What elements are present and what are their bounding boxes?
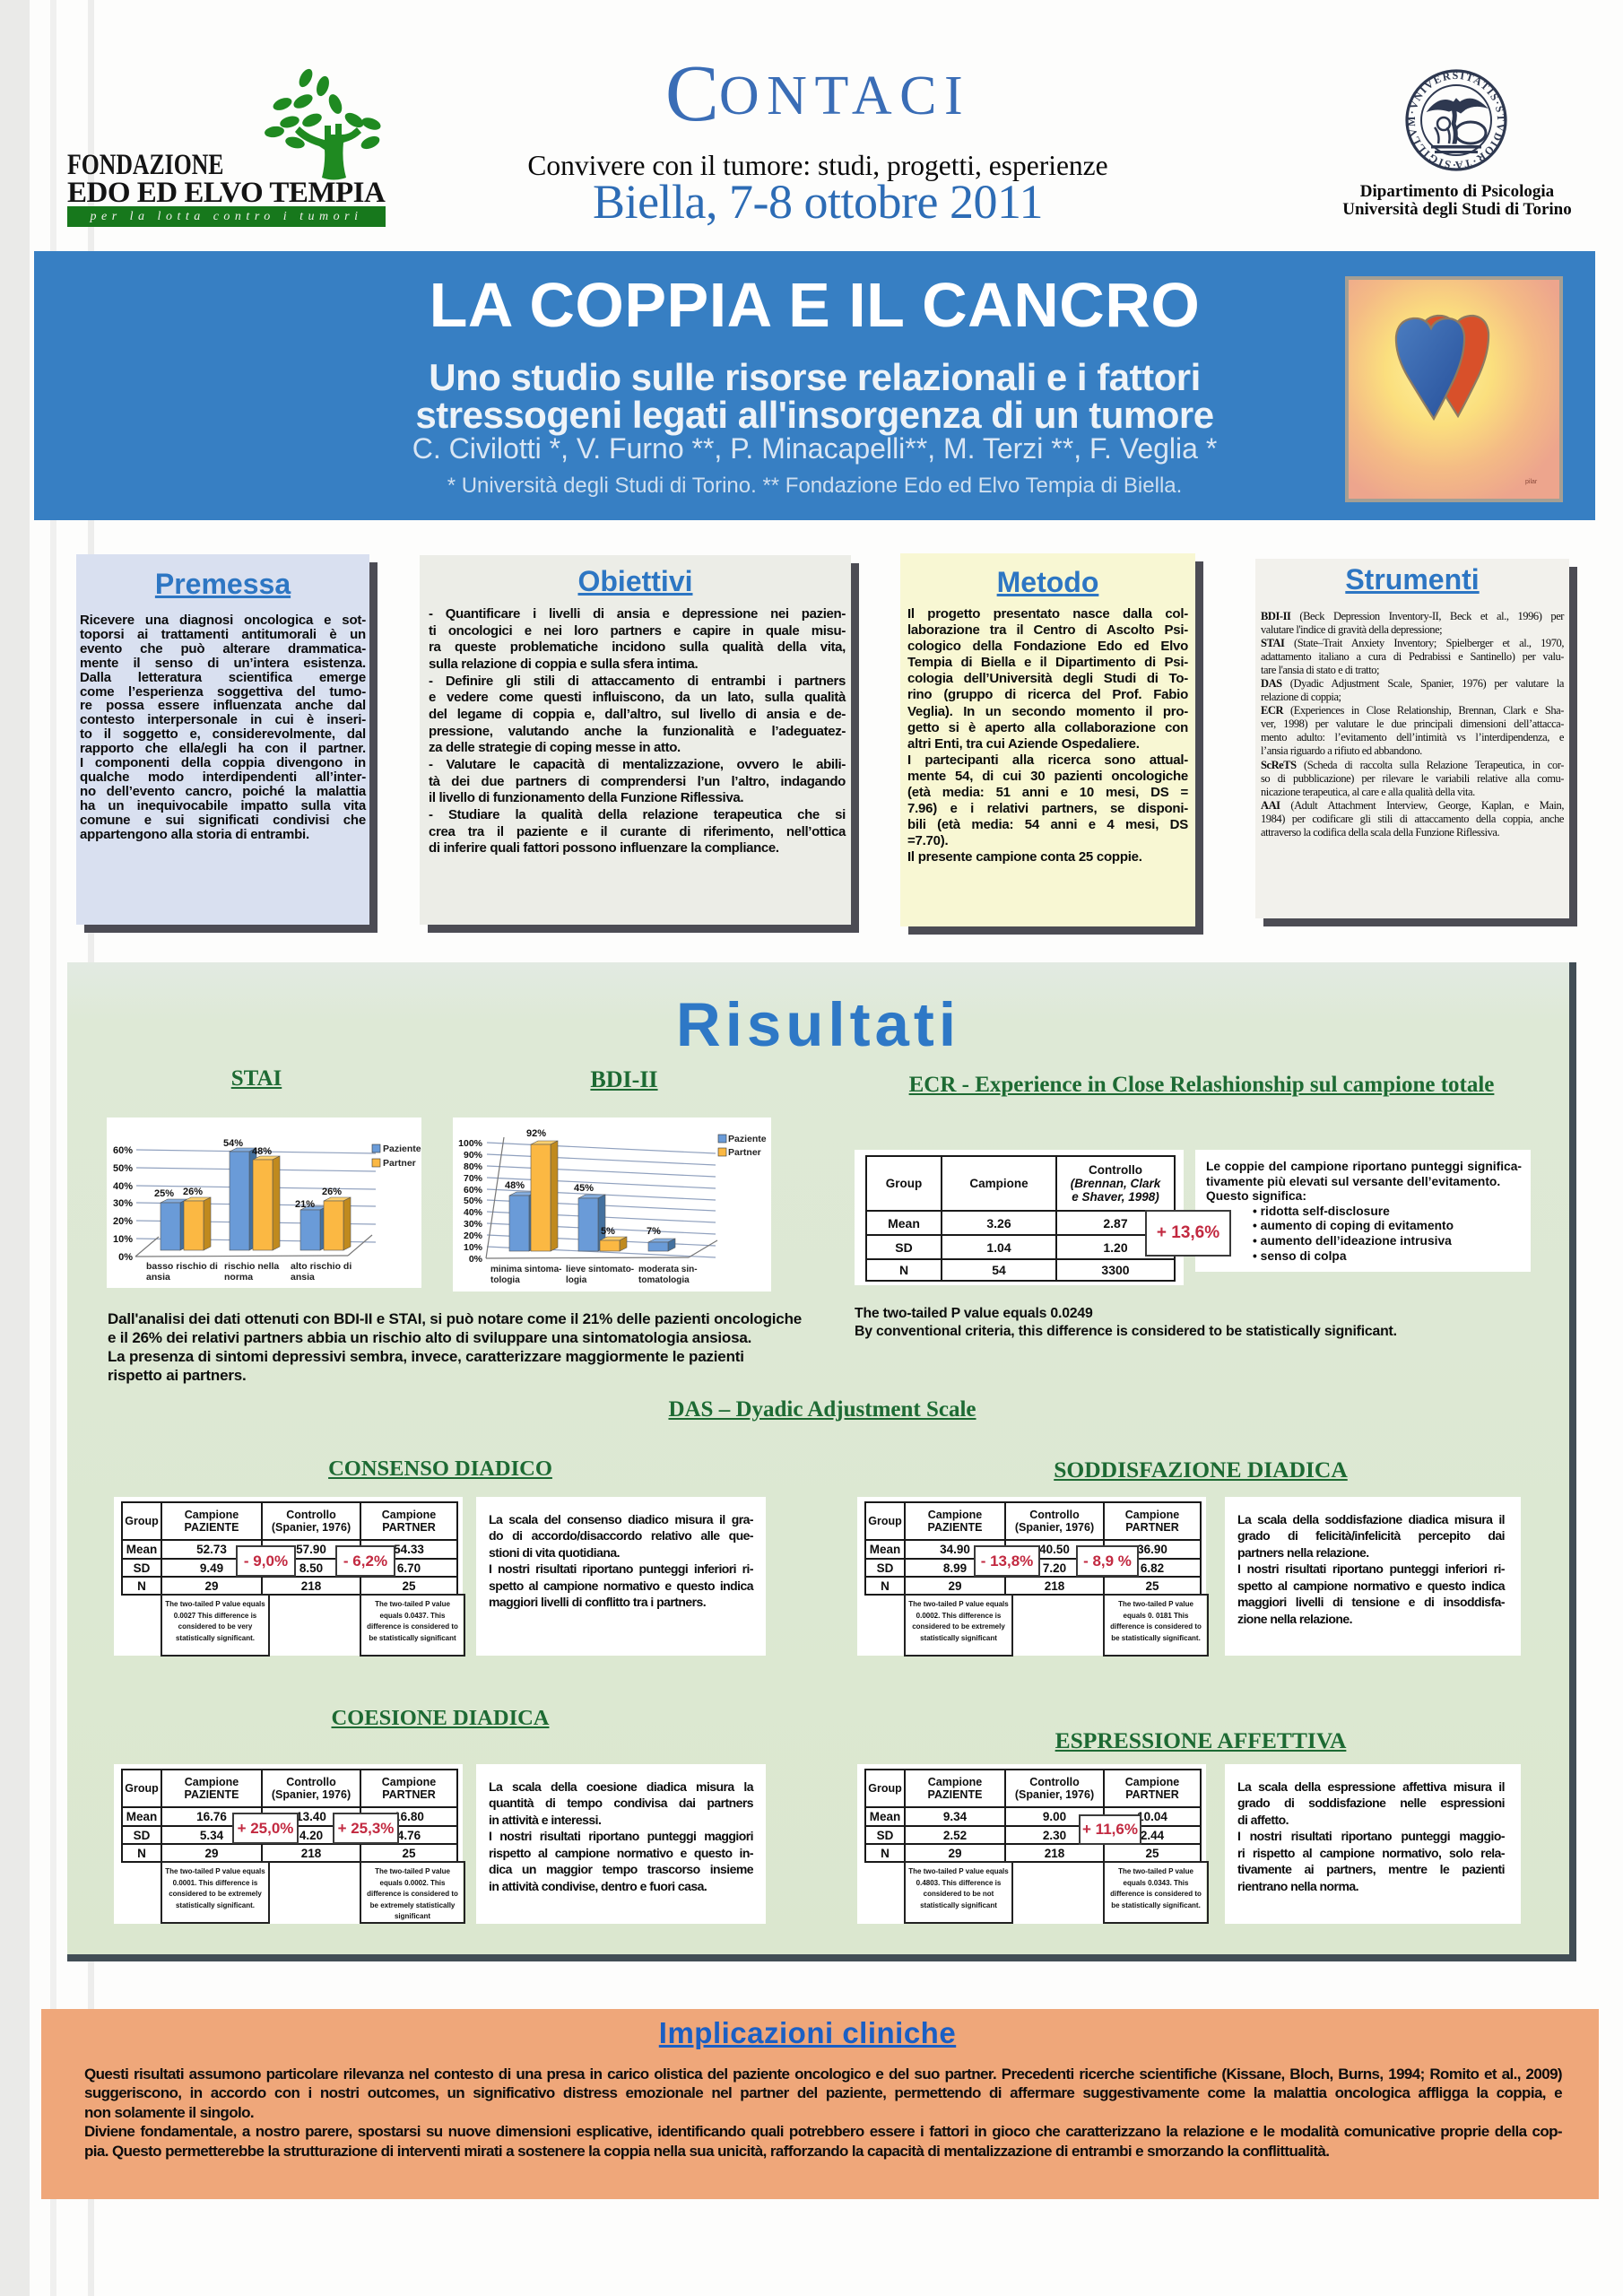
- svg-text:tologia: tologia: [490, 1275, 520, 1285]
- svg-text:alto rischio di: alto rischio di: [291, 1261, 352, 1272]
- svg-text:100%: 100%: [458, 1138, 483, 1149]
- svg-text:45%: 45%: [574, 1183, 594, 1194]
- svg-text:Paziente: Paziente: [728, 1134, 767, 1144]
- svg-text:48%: 48%: [505, 1180, 525, 1191]
- svg-text:minima sintoma-: minima sintoma-: [490, 1265, 561, 1274]
- svg-text:90%: 90%: [464, 1150, 483, 1161]
- svg-text:30%: 30%: [464, 1219, 483, 1230]
- svg-text:7%: 7%: [647, 1226, 661, 1237]
- svg-text:tomatologia: tomatologia: [638, 1275, 690, 1285]
- svg-text:norma: norma: [224, 1272, 253, 1283]
- svg-text:20%: 20%: [464, 1231, 483, 1241]
- svg-text:20%: 20%: [113, 1216, 133, 1227]
- svg-text:60%: 60%: [113, 1145, 133, 1156]
- svg-text:ansia: ansia: [146, 1272, 170, 1283]
- svg-text:26%: 26%: [322, 1187, 342, 1197]
- svg-text:54%: 54%: [223, 1138, 243, 1149]
- svg-text:80%: 80%: [464, 1161, 483, 1172]
- svg-text:92%: 92%: [526, 1128, 546, 1139]
- svg-text:26%: 26%: [183, 1187, 203, 1197]
- svg-text:10%: 10%: [464, 1242, 483, 1253]
- svg-text:lieve sintomato-: lieve sintomato-: [566, 1265, 634, 1274]
- svg-text:logia: logia: [566, 1275, 587, 1285]
- svg-text:Partner: Partner: [728, 1147, 761, 1158]
- svg-text:50%: 50%: [464, 1196, 483, 1206]
- svg-text:moderata sin-: moderata sin-: [638, 1265, 698, 1274]
- svg-text:Paziente: Paziente: [383, 1144, 421, 1154]
- svg-text:ansia: ansia: [291, 1272, 315, 1283]
- svg-text:0%: 0%: [469, 1254, 483, 1265]
- svg-text:21%: 21%: [295, 1199, 315, 1210]
- svg-text:50%: 50%: [113, 1163, 133, 1174]
- svg-text:pilar: pilar: [1525, 479, 1538, 485]
- svg-text:48%: 48%: [252, 1146, 272, 1157]
- svg-text:rischio nella: rischio nella: [224, 1261, 279, 1272]
- svg-text:30%: 30%: [113, 1198, 133, 1209]
- svg-text:40%: 40%: [113, 1181, 133, 1192]
- svg-text:5%: 5%: [601, 1226, 615, 1237]
- svg-text:60%: 60%: [464, 1185, 483, 1196]
- svg-text:0%: 0%: [118, 1252, 133, 1263]
- svg-text:25%: 25%: [154, 1188, 174, 1199]
- svg-text:Partner: Partner: [383, 1158, 416, 1169]
- svg-text:10%: 10%: [113, 1234, 133, 1245]
- svg-text:40%: 40%: [464, 1207, 483, 1218]
- svg-text:70%: 70%: [464, 1173, 483, 1184]
- svg-text:basso rischio di: basso rischio di: [146, 1261, 218, 1272]
